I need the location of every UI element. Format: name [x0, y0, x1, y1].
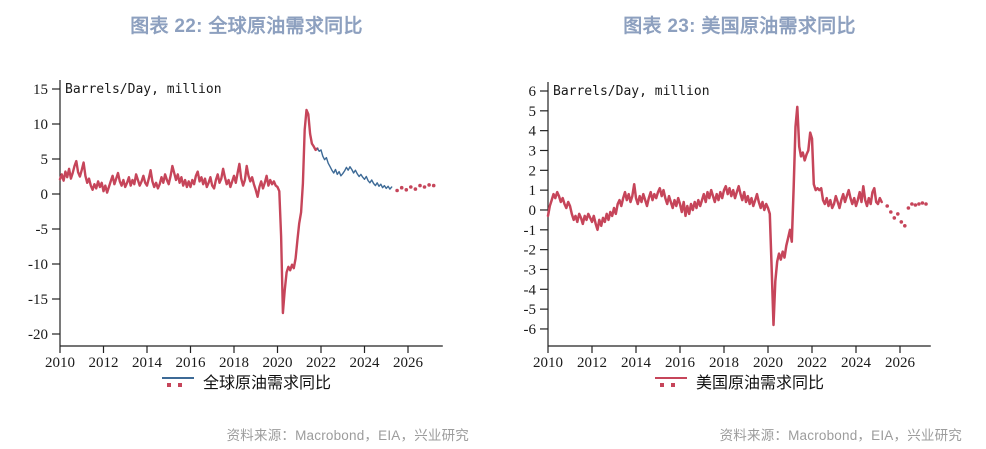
y-tick-label: 5: [41, 152, 49, 168]
y-tick-label: -4: [524, 282, 537, 298]
forecast-dot: [896, 212, 900, 216]
y-axis-unit-label: Barrels/Day, million: [65, 82, 222, 97]
y-tick-label: -15: [28, 292, 48, 308]
forecast-dot: [892, 216, 897, 220]
y-tick-label: 0: [529, 203, 537, 219]
x-tick-label: 2012: [89, 355, 119, 371]
forecast-dot: [422, 185, 427, 189]
source-note-global: 资料来源：Macrobond，EIA，兴业研究: [226, 428, 469, 443]
forecast-dot: [399, 185, 404, 190]
x-tick-label: 2016: [176, 355, 207, 371]
forecast-dot: [924, 202, 928, 206]
legend-line-dot-icon: [161, 375, 194, 388]
y-tick-label: 10: [33, 117, 48, 133]
x-tick-label: 2020: [753, 355, 783, 371]
legend-label-global: 全球原油需求同比: [202, 375, 331, 392]
chart-title-us: 图表 23: 美国原油需求同比: [623, 16, 856, 37]
x-tick-label: 2010: [533, 355, 563, 371]
y-tick-label: 0: [41, 187, 49, 203]
x-tick-label: 2022: [306, 355, 336, 371]
forecast-dot: [889, 210, 893, 214]
y-tick-label: 4: [529, 124, 537, 140]
forecast-dot: [899, 220, 904, 224]
legend-line-dot-icon: [654, 375, 687, 388]
x-tick-label: 2024: [841, 355, 872, 371]
chart-title-global: 图表 22: 全球原油需求同比: [130, 16, 363, 37]
forecast-dot: [404, 188, 409, 192]
forecast-dot: [418, 183, 422, 188]
x-tick-label: 2014: [132, 355, 163, 371]
x-tick-label: 2010: [45, 355, 75, 371]
legend-us: 美国原油需求同比: [493, 369, 986, 393]
forecast-dot: [885, 204, 889, 208]
legend-global: 全球原油需求同比: [0, 369, 493, 393]
forecast-dot: [920, 201, 925, 205]
y-tick-label: 15: [33, 82, 48, 98]
forecast-dot: [910, 202, 914, 206]
y-tick-label: -5: [36, 222, 49, 238]
x-tick-label: 2022: [797, 355, 827, 371]
y-tick-label: 5: [529, 104, 537, 120]
x-tick-label: 2026: [393, 355, 424, 371]
forecast-dot: [409, 185, 413, 189]
y-tick-label: -10: [28, 257, 48, 273]
forecast-dot: [431, 183, 436, 188]
y-tick-label: 6: [529, 84, 537, 100]
forecast-dot: [917, 202, 921, 206]
forecast-dot: [427, 183, 431, 187]
x-tick-label: 2016: [665, 355, 696, 371]
x-tick-label: 2018: [709, 355, 739, 371]
source-note-us: 资料来源：Macrobond，EIA，兴业研究: [719, 428, 962, 443]
x-tick-label: 2026: [885, 355, 916, 371]
y-tick-label: -3: [524, 262, 537, 278]
y-tick-label: -2: [524, 243, 537, 259]
y-tick-label: -5: [524, 302, 537, 318]
forecast-dot: [906, 206, 911, 210]
y-tick-label: 3: [529, 143, 537, 159]
y-tick-label: -6: [524, 322, 537, 338]
x-tick-label: 2018: [219, 355, 249, 371]
forecast-dot: [913, 203, 918, 207]
x-tick-label: 2024: [350, 355, 381, 371]
y-tick-label: -20: [28, 327, 48, 343]
forecast-dot: [413, 187, 418, 191]
x-tick-label: 2020: [263, 355, 293, 371]
y-tick-label: 2: [529, 163, 537, 179]
y-tick-label: -1: [524, 223, 537, 239]
y-axis-unit-label: Barrels/Day, million: [553, 84, 710, 99]
us-oil-demand-panel: 图表 23: 美国原油需求同比 6 5 4 3 2 1 0 -1 -2 -3 -4 -5 -6 2010 2…: [493, 0, 986, 449]
series-history-solid-red: [58, 108, 319, 315]
global-oil-demand-panel: 图表 22: 全球原油需求同比 15 10 5 0 -5 -10 -15 -20 2010 201…: [0, 16, 493, 443]
forecast-dot: [395, 188, 399, 193]
us-oil-demand-chart: 6 5 4 3 2 1 0 -1 -2 -3 -4 -5 -6 2010 2012 2014 2016 2018 2…: [524, 82, 931, 371]
global-oil-demand-chart: 15 10 5 0 -5 -10 -15 -20 2010 2012 2014 2016 2018 202…: [28, 80, 443, 371]
legend-label-us: 美国原油需求同比: [695, 375, 824, 392]
series-history-solid-red: [546, 105, 883, 327]
forecast-dot: [903, 224, 907, 228]
y-tick-label: 1: [529, 183, 537, 199]
x-tick-label: 2012: [577, 355, 607, 371]
series-projection-solid-blue: [316, 147, 393, 190]
x-tick-label: 2014: [621, 355, 652, 371]
